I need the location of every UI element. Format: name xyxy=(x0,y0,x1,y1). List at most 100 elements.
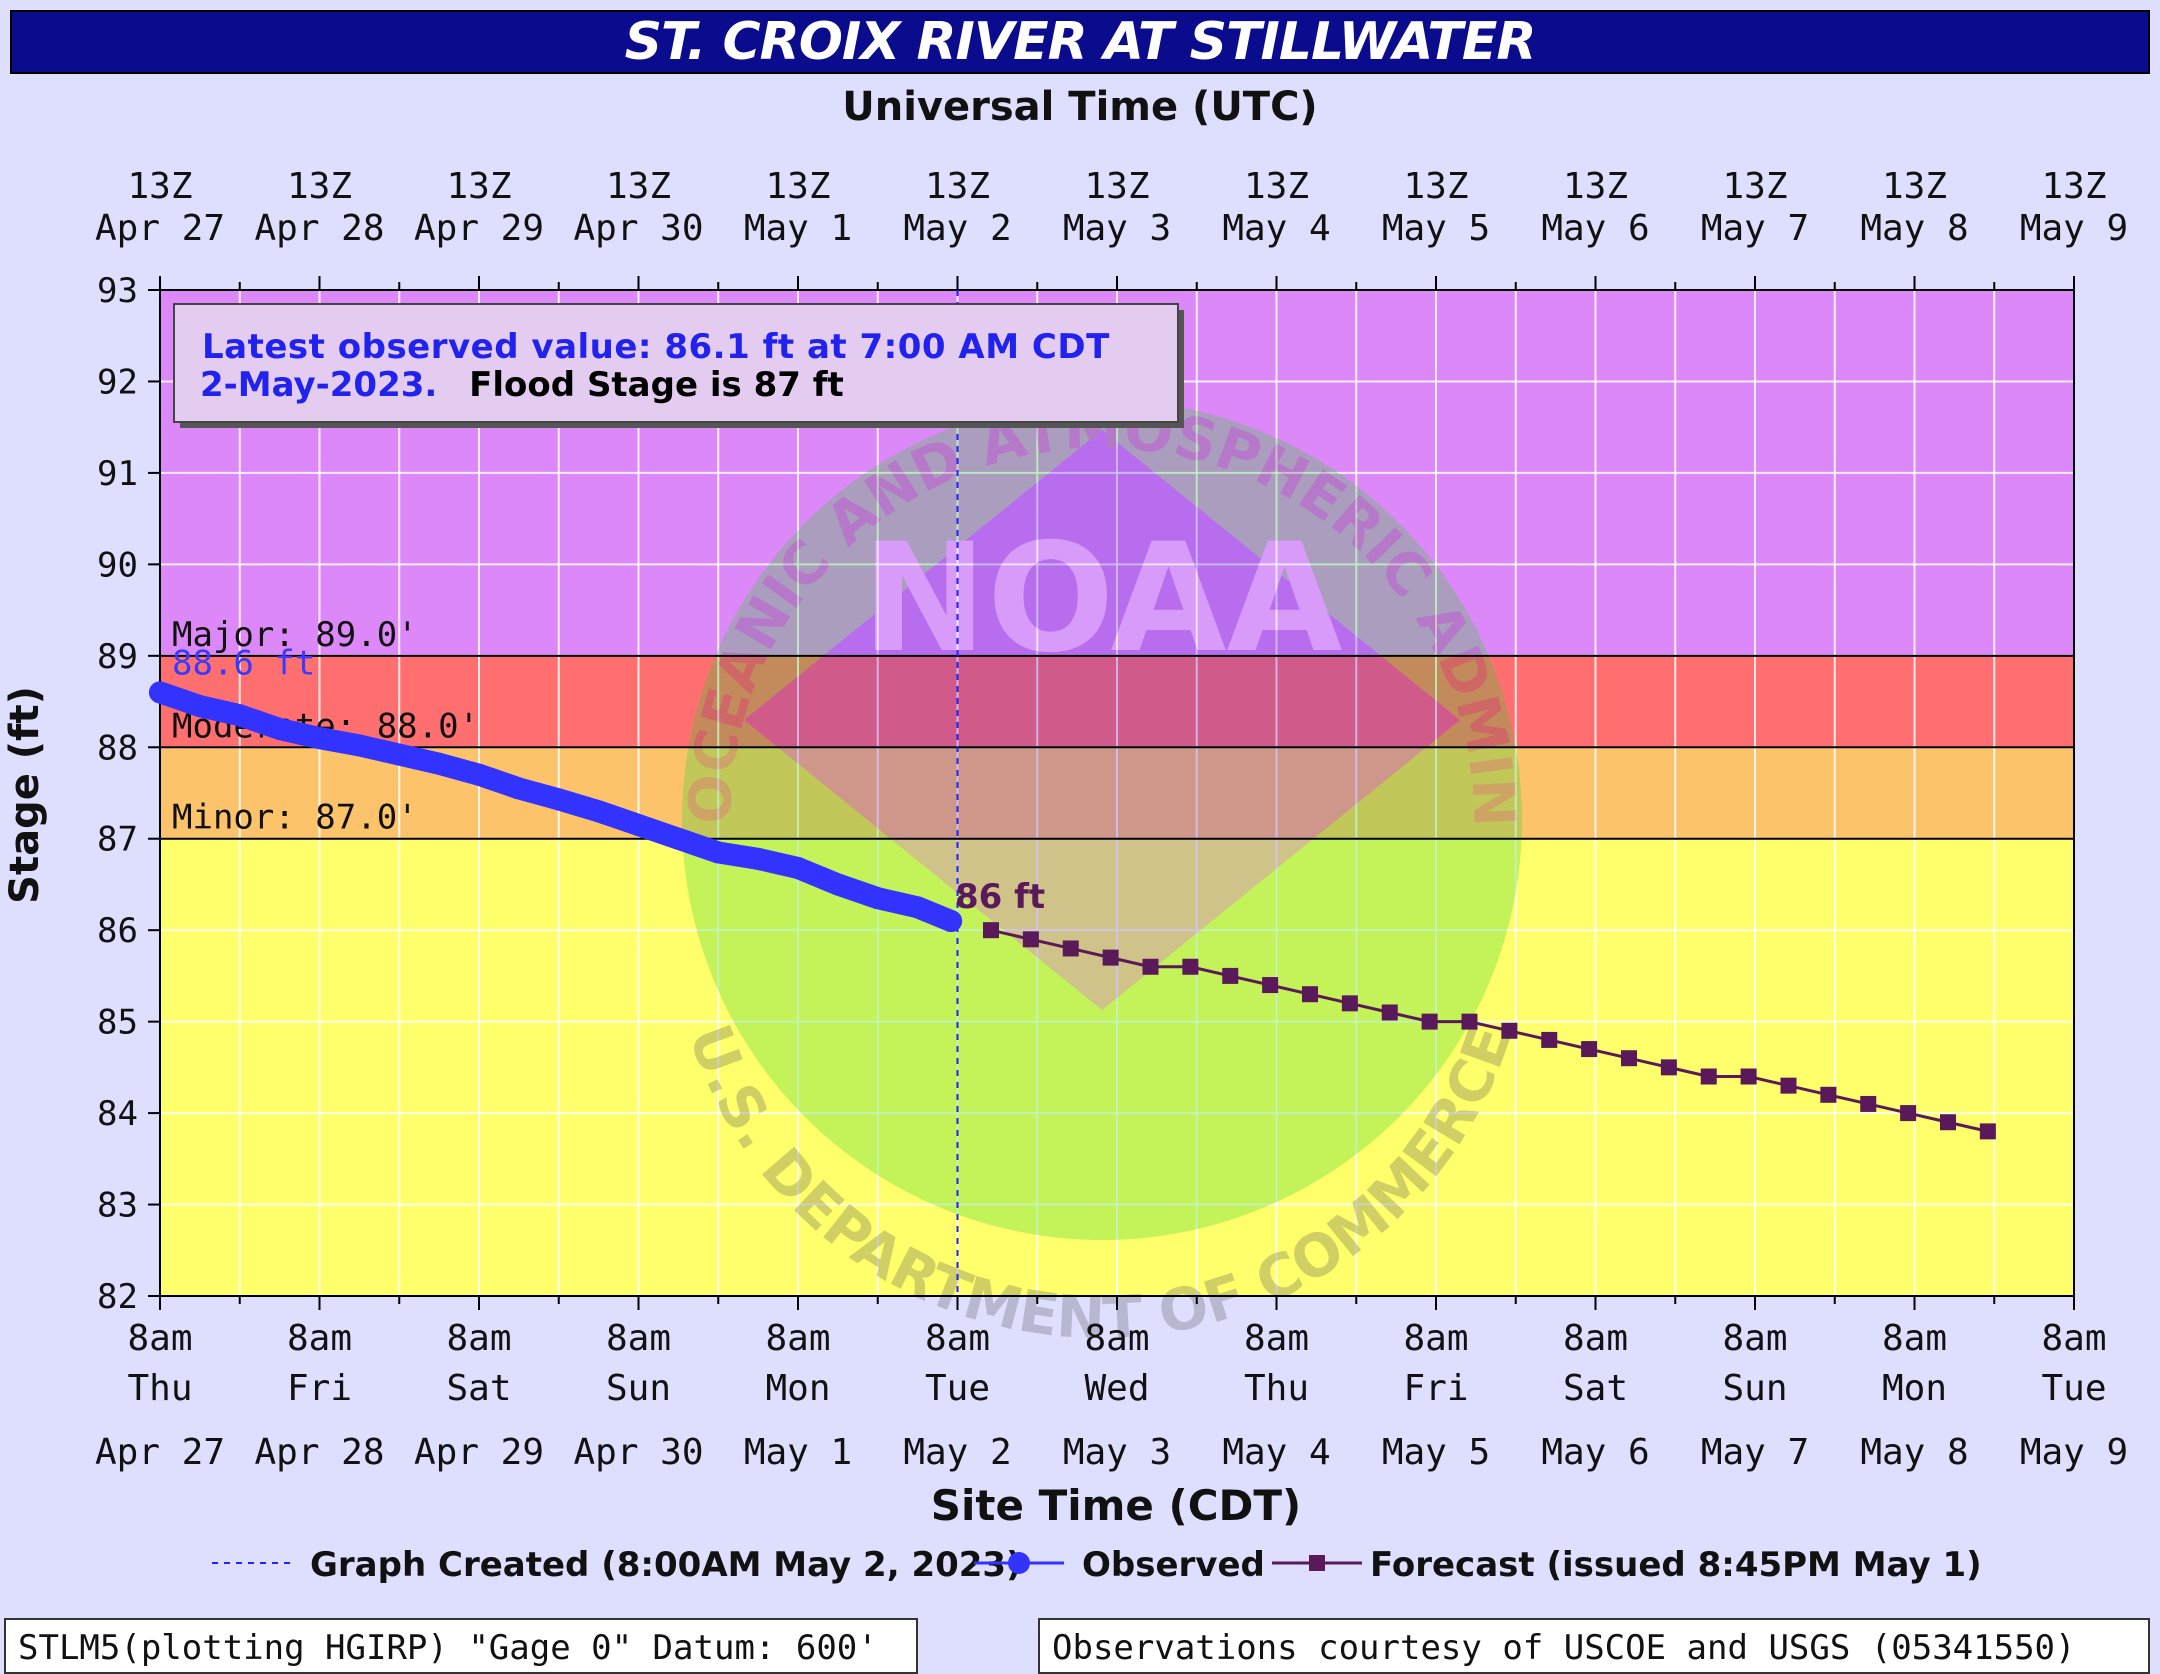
threshold-label-major: Major: 89.0' xyxy=(172,615,418,655)
top-tick-label-time: 13Z xyxy=(1563,166,1628,207)
bottom-tick-label-day: Sun xyxy=(1722,1368,1787,1409)
observed-series xyxy=(149,681,963,933)
observed-point xyxy=(547,788,570,811)
bottom-tick-label-time: 8am xyxy=(1403,1318,1468,1359)
y-tick-label: 93 xyxy=(97,271,138,311)
top-tick-label-time: 13Z xyxy=(925,166,990,207)
forecast-point xyxy=(1700,1068,1717,1085)
top-tick-label-time: 13Z xyxy=(765,166,830,207)
bottom-tick-labels: 8am Thu Apr 27 8am Fri Apr 28 8am Sat Apr 29 8am S… xyxy=(95,1318,2128,1473)
bottom-tick-label-day: Fri xyxy=(287,1368,352,1409)
observed-point xyxy=(348,734,371,757)
watermark-circle xyxy=(682,400,1522,1240)
top-tick-label-date: May 1 xyxy=(744,208,852,249)
y-tick-label: 83 xyxy=(97,1186,138,1226)
observed-point xyxy=(587,800,610,823)
observed-point xyxy=(228,704,251,727)
bottom-tick-label-time: 8am xyxy=(127,1318,192,1359)
observed-point xyxy=(468,763,490,786)
bottom-tick-label-date: Apr 29 xyxy=(414,1432,544,1473)
y-tick-label: 86 xyxy=(97,911,138,951)
top-axis-title: Universal Time (UTC) xyxy=(842,84,1318,130)
bottom-tick-label-date: Apr 28 xyxy=(254,1432,384,1473)
observed-point xyxy=(906,896,929,919)
top-tick-label-time: 13Z xyxy=(127,166,192,207)
observed-point xyxy=(787,856,809,879)
bottom-tick-label-date: Apr 27 xyxy=(95,1432,225,1473)
bottom-tick-label-date: May 6 xyxy=(1541,1432,1649,1473)
y-tick-label: 87 xyxy=(97,820,138,860)
observed-point xyxy=(747,847,770,870)
forecast-point xyxy=(1780,1077,1797,1094)
bottom-tick-label-time: 8am xyxy=(765,1318,830,1359)
forecast-point xyxy=(1262,977,1279,994)
top-tick-label-date: Apr 28 xyxy=(254,208,384,249)
bottom-tick-label-day: Thu xyxy=(1244,1368,1309,1409)
top-tick-label-time: 13Z xyxy=(446,166,511,207)
forecast-point xyxy=(1102,949,1119,966)
bottom-tick-label-time: 8am xyxy=(606,1318,671,1359)
legend-observed-label: Observed xyxy=(1082,1545,1265,1585)
legend-observed-marker xyxy=(1008,1552,1030,1574)
bottom-tick-label-time: 8am xyxy=(287,1318,352,1359)
latest-line2: 2-May-2023. Flood Stage is 87 ft xyxy=(200,365,844,405)
bottom-tick-label-time: 8am xyxy=(1244,1318,1309,1359)
observed-point xyxy=(940,910,963,933)
top-tick-label-date: Apr 29 xyxy=(414,208,544,249)
bottom-tick-label-date: Apr 30 xyxy=(573,1432,703,1473)
forecast-point xyxy=(1740,1068,1757,1085)
observed-point xyxy=(388,743,411,766)
top-tick-label-date: May 9 xyxy=(2020,208,2128,249)
bottom-tick-label-date: May 7 xyxy=(1701,1432,1809,1473)
latest-box-frame xyxy=(173,303,1179,423)
forecast-point xyxy=(1062,940,1079,957)
bottom-tick-label-day: Tue xyxy=(2041,1368,2106,1409)
top-tick-label-date: May 2 xyxy=(903,208,1011,249)
observed-point xyxy=(428,752,451,775)
observed-point xyxy=(507,777,530,800)
forecast-point xyxy=(1461,1013,1478,1030)
bottom-tick-label-day: Mon xyxy=(765,1368,830,1409)
top-tick-label-date: May 4 xyxy=(1222,208,1330,249)
bottom-tick-label-day: Tue xyxy=(925,1368,990,1409)
top-tick-label-time: 13Z xyxy=(1244,166,1309,207)
top-tick-label-date: Apr 27 xyxy=(95,208,225,249)
top-tick-label-time: 13Z xyxy=(1882,166,1947,207)
watermark-noaa: NOAA xyxy=(861,512,1342,686)
top-tick-label-date: May 3 xyxy=(1063,208,1171,249)
legend-forecast-marker xyxy=(1309,1555,1325,1571)
footer-courtesy-box: Observations courtesy of USCOE and USGS … xyxy=(1038,1618,2150,1674)
forecast-point xyxy=(1501,1022,1518,1039)
y-tick-label: 82 xyxy=(97,1277,138,1317)
footer-datum-box: STLM5(plotting HGIRP) "Gage 0" Datum: 60… xyxy=(4,1618,918,1674)
y-tick-labels: 82 83 84 85 86 87 88 89 90 91 92 93 xyxy=(97,271,138,1317)
legend-created-label: Graph Created (8:00AM May 2, 2023) xyxy=(310,1545,1022,1585)
forecast-point xyxy=(1860,1095,1877,1112)
forecast-point xyxy=(1182,958,1199,975)
top-tick-label-time: 13Z xyxy=(2041,166,2106,207)
top-tick-label-time: 13Z xyxy=(287,166,352,207)
flood-stage-text: Flood Stage is 87 ft xyxy=(469,365,844,405)
top-tick-label-time: 13Z xyxy=(1084,166,1149,207)
bottom-tick-label-date: May 3 xyxy=(1063,1432,1171,1473)
y-tick-label: 92 xyxy=(97,362,138,402)
top-tick-label-date: May 6 xyxy=(1541,208,1649,249)
forecast-point xyxy=(1541,1031,1558,1048)
chart-annotations: 88.6 ft 86 ft xyxy=(172,643,1045,917)
latest-observed-box: Latest observed value: 86.1 ft at 7:00 A… xyxy=(173,303,1184,428)
max-observed-label: 88.6 ft xyxy=(172,643,315,683)
threshold-label-minor: Minor: 87.0' xyxy=(172,798,418,838)
y-axis-title: Stage (ft) xyxy=(2,686,48,904)
observed-point xyxy=(667,827,690,850)
y-tick-label: 85 xyxy=(97,1003,138,1043)
bottom-tick-label-date: May 4 xyxy=(1222,1432,1330,1473)
observed-point xyxy=(308,727,331,750)
forecast-point xyxy=(1222,967,1239,984)
chart-axes xyxy=(148,276,2075,1310)
top-tick-label-time: 13Z xyxy=(1722,166,1787,207)
forecast-point xyxy=(1341,995,1358,1012)
forecast-point xyxy=(1820,1086,1837,1103)
bottom-tick-label-day: Sat xyxy=(1563,1368,1628,1409)
bottom-tick-label-day: Wed xyxy=(1084,1368,1149,1409)
